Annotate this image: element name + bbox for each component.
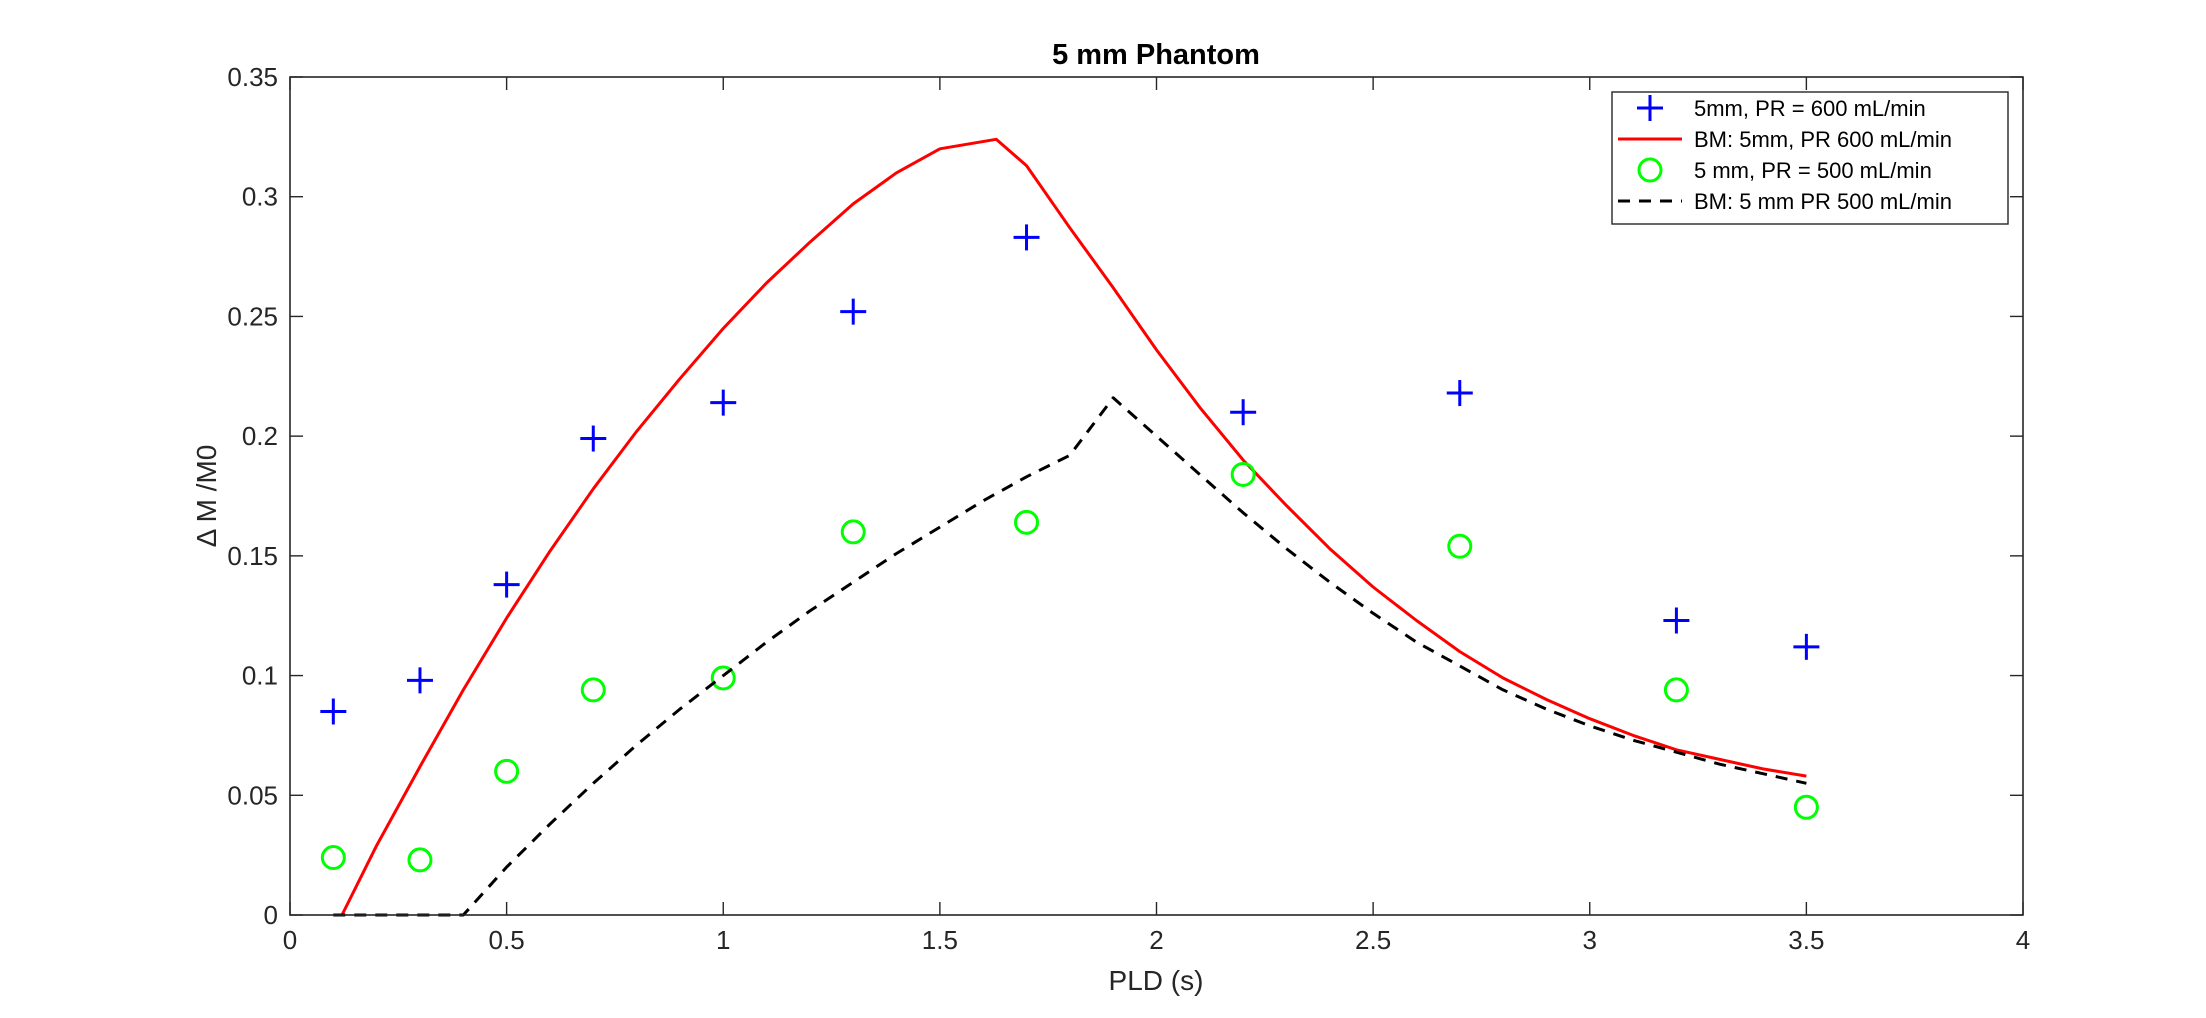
y-tick-label: 0.35 <box>227 62 278 92</box>
data-point-circle <box>840 519 866 545</box>
data-point-plus <box>406 667 433 694</box>
legend-label: 5 mm, PR = 500 mL/min <box>1694 158 1932 183</box>
data-point-plus <box>580 425 607 452</box>
legend-entry-bm-5-mm-pr-500-ml-min: BM: 5 mm PR 500 mL/min <box>1618 189 1952 214</box>
plot-frame <box>289 76 2024 916</box>
y-tick-label: 0 <box>264 900 278 930</box>
data-point-plus <box>1663 607 1690 634</box>
legend-plus-symbol <box>1637 95 1663 121</box>
y-tick-label: 0.1 <box>242 661 278 691</box>
series-5-mm-pr-500-ml-min <box>320 461 1819 873</box>
data-point-circle <box>1014 509 1040 535</box>
data-point-plus <box>493 571 520 598</box>
series-bm-5-mm-pr-500-ml-min <box>333 396 1807 917</box>
data-point-circle <box>320 845 346 871</box>
data-point-circle <box>710 665 736 691</box>
series-5mm-pr-600-ml-min <box>320 224 1820 725</box>
legend-label: 5mm, PR = 600 mL/min <box>1694 96 1926 121</box>
y-axis-label: Δ M /M0 <box>191 445 222 548</box>
x-axis-label: PLD (s) <box>1109 965 1204 996</box>
x-tick-label: 2.5 <box>1355 925 1391 955</box>
series-line <box>340 137 1807 916</box>
x-tick-label: 3 <box>1583 925 1597 955</box>
data-point-plus <box>840 298 867 325</box>
legend-label: BM: 5 mm PR 500 mL/min <box>1694 189 1952 214</box>
y-tick-label: 0.25 <box>227 301 278 331</box>
data-point-plus <box>320 698 347 725</box>
data-point-plus <box>1013 224 1040 251</box>
legend-entry-5-mm-pr-500-ml-min: 5 mm, PR = 500 mL/min <box>1637 157 1932 183</box>
y-tick-label: 0.2 <box>242 421 278 451</box>
data-point-circle <box>1447 533 1473 559</box>
x-tick-label: 2 <box>1149 925 1163 955</box>
chart-title: 5 mm Phantom <box>1052 39 1260 71</box>
x-tick-label: 0 <box>283 925 297 955</box>
data-point-plus <box>710 389 737 416</box>
series-line <box>333 396 1807 917</box>
x-tick-label: 0.5 <box>489 925 525 955</box>
y-tick-label: 0.05 <box>227 780 278 810</box>
series-group <box>320 137 1820 917</box>
data-point-circle <box>1793 794 1819 820</box>
data-point-circle <box>580 677 606 703</box>
legend: 5mm, PR = 600 mL/min BM: 5mm, PR 600 mL/m… <box>1611 91 2009 225</box>
legend-box <box>1611 91 2009 225</box>
data-point-circle <box>494 758 520 784</box>
y-tick-label: 0.3 <box>242 182 278 212</box>
legend-entry-5mm-pr-600-ml-min: 5mm, PR = 600 mL/min <box>1637 95 1926 121</box>
x-tick-label: 3.5 <box>1788 925 1824 955</box>
data-point-plus <box>1230 399 1257 426</box>
x-tick-label: 1 <box>716 925 730 955</box>
y-tick-label: 0.15 <box>227 541 278 571</box>
data-point-plus <box>1446 380 1473 407</box>
data-point-circle <box>1663 677 1689 703</box>
legend-entry-bm-5mm-pr-600-ml-min: BM: 5mm, PR 600 mL/min <box>1618 127 1952 152</box>
data-point-circle <box>407 847 433 873</box>
data-point-plus <box>1793 633 1820 660</box>
axis-ticks: 0 0.5 1 1.5 2 2.5 3 3.5 4 0 0.05 0.1 0.15 0.2 0.25 0.3 0… <box>227 62 2030 955</box>
legend-circle-symbol <box>1637 157 1663 183</box>
series-bm-5mm-pr-600-ml-min <box>340 137 1807 916</box>
legend-label: BM: 5mm, PR 600 mL/min <box>1694 127 1952 152</box>
x-tick-label: 1.5 <box>922 925 958 955</box>
data-point-circle <box>1230 461 1256 487</box>
x-tick-label: 4 <box>2016 925 2030 955</box>
